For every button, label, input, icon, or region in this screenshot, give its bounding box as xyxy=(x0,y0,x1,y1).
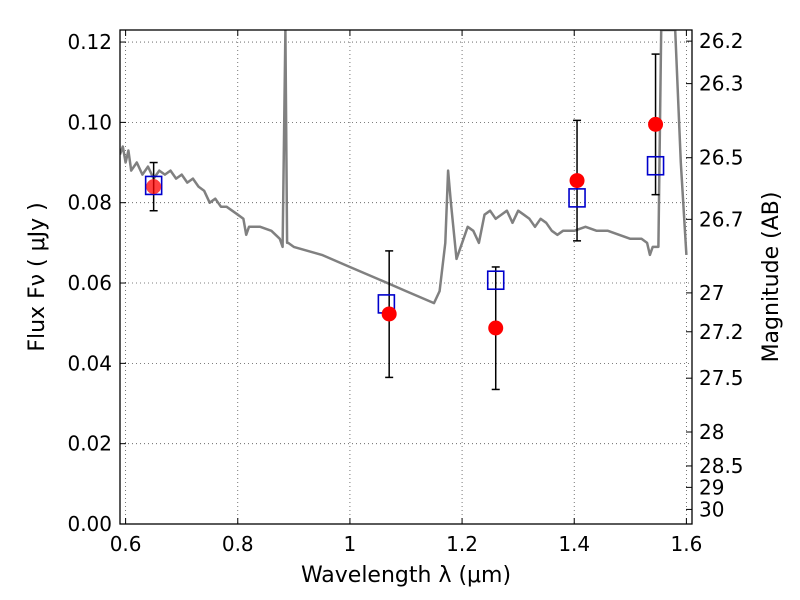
observed-point-marker xyxy=(648,116,664,132)
y-tick-label: 0.02 xyxy=(67,432,112,456)
y-tick-label: 0.12 xyxy=(67,30,112,54)
x-tick-label: 1.4 xyxy=(558,532,590,556)
plot-frame xyxy=(119,29,693,525)
x-tick-label: 0.6 xyxy=(110,532,142,556)
observed-point-marker xyxy=(488,320,504,336)
x-tick-label: 1 xyxy=(344,532,357,556)
model-square-marker xyxy=(144,175,163,196)
x-tick-label: 1.2 xyxy=(446,532,478,556)
mag-tick-label: 26.5 xyxy=(699,146,744,170)
observed-point-marker xyxy=(381,306,397,322)
mag-tick-label: 26.2 xyxy=(699,29,744,53)
x-tick-label: 0.8 xyxy=(222,532,254,556)
y-axis-title: Flux Fν ( μJy ) xyxy=(25,202,50,351)
mag-tick-label: 28 xyxy=(699,420,724,444)
mag-tick-label: 27 xyxy=(699,281,724,305)
model-square-marker xyxy=(646,155,665,176)
model-square-marker xyxy=(568,188,586,208)
model-square-marker xyxy=(486,270,505,291)
mag-tick-label: 30 xyxy=(699,497,724,521)
x-axis-title: Wavelength λ (μm) xyxy=(301,563,511,588)
observed-point-marker xyxy=(569,173,585,189)
mag-tick-label: 26.3 xyxy=(699,72,744,96)
grid xyxy=(120,30,692,525)
mag-tick-label: 27.5 xyxy=(699,366,744,390)
x-tick-label: 1.6 xyxy=(670,532,702,556)
mag-tick-label: 27.2 xyxy=(699,320,744,344)
right-axis-title: Magnitude (AB) xyxy=(759,192,784,363)
plot-area xyxy=(120,30,688,391)
axis-ticks: 0.6 0.8 1 1.2 1.4 1.6 0.00 0.02 0.04 0.06 0.08 0.10… xyxy=(67,29,743,556)
observed-point-marker xyxy=(146,179,162,195)
mag-tick-label: 29 xyxy=(699,475,724,499)
y-tick-label: 0.04 xyxy=(67,351,112,375)
y-tick-label: 0.00 xyxy=(67,512,112,536)
mag-tick-label: 26.7 xyxy=(699,207,744,231)
mag-tick-label: 28.5 xyxy=(699,454,744,478)
y-tick-label: 0.10 xyxy=(67,110,112,134)
y-tick-label: 0.08 xyxy=(67,191,112,215)
spectrum-line xyxy=(120,30,688,305)
y-tick-label: 0.06 xyxy=(67,271,112,295)
